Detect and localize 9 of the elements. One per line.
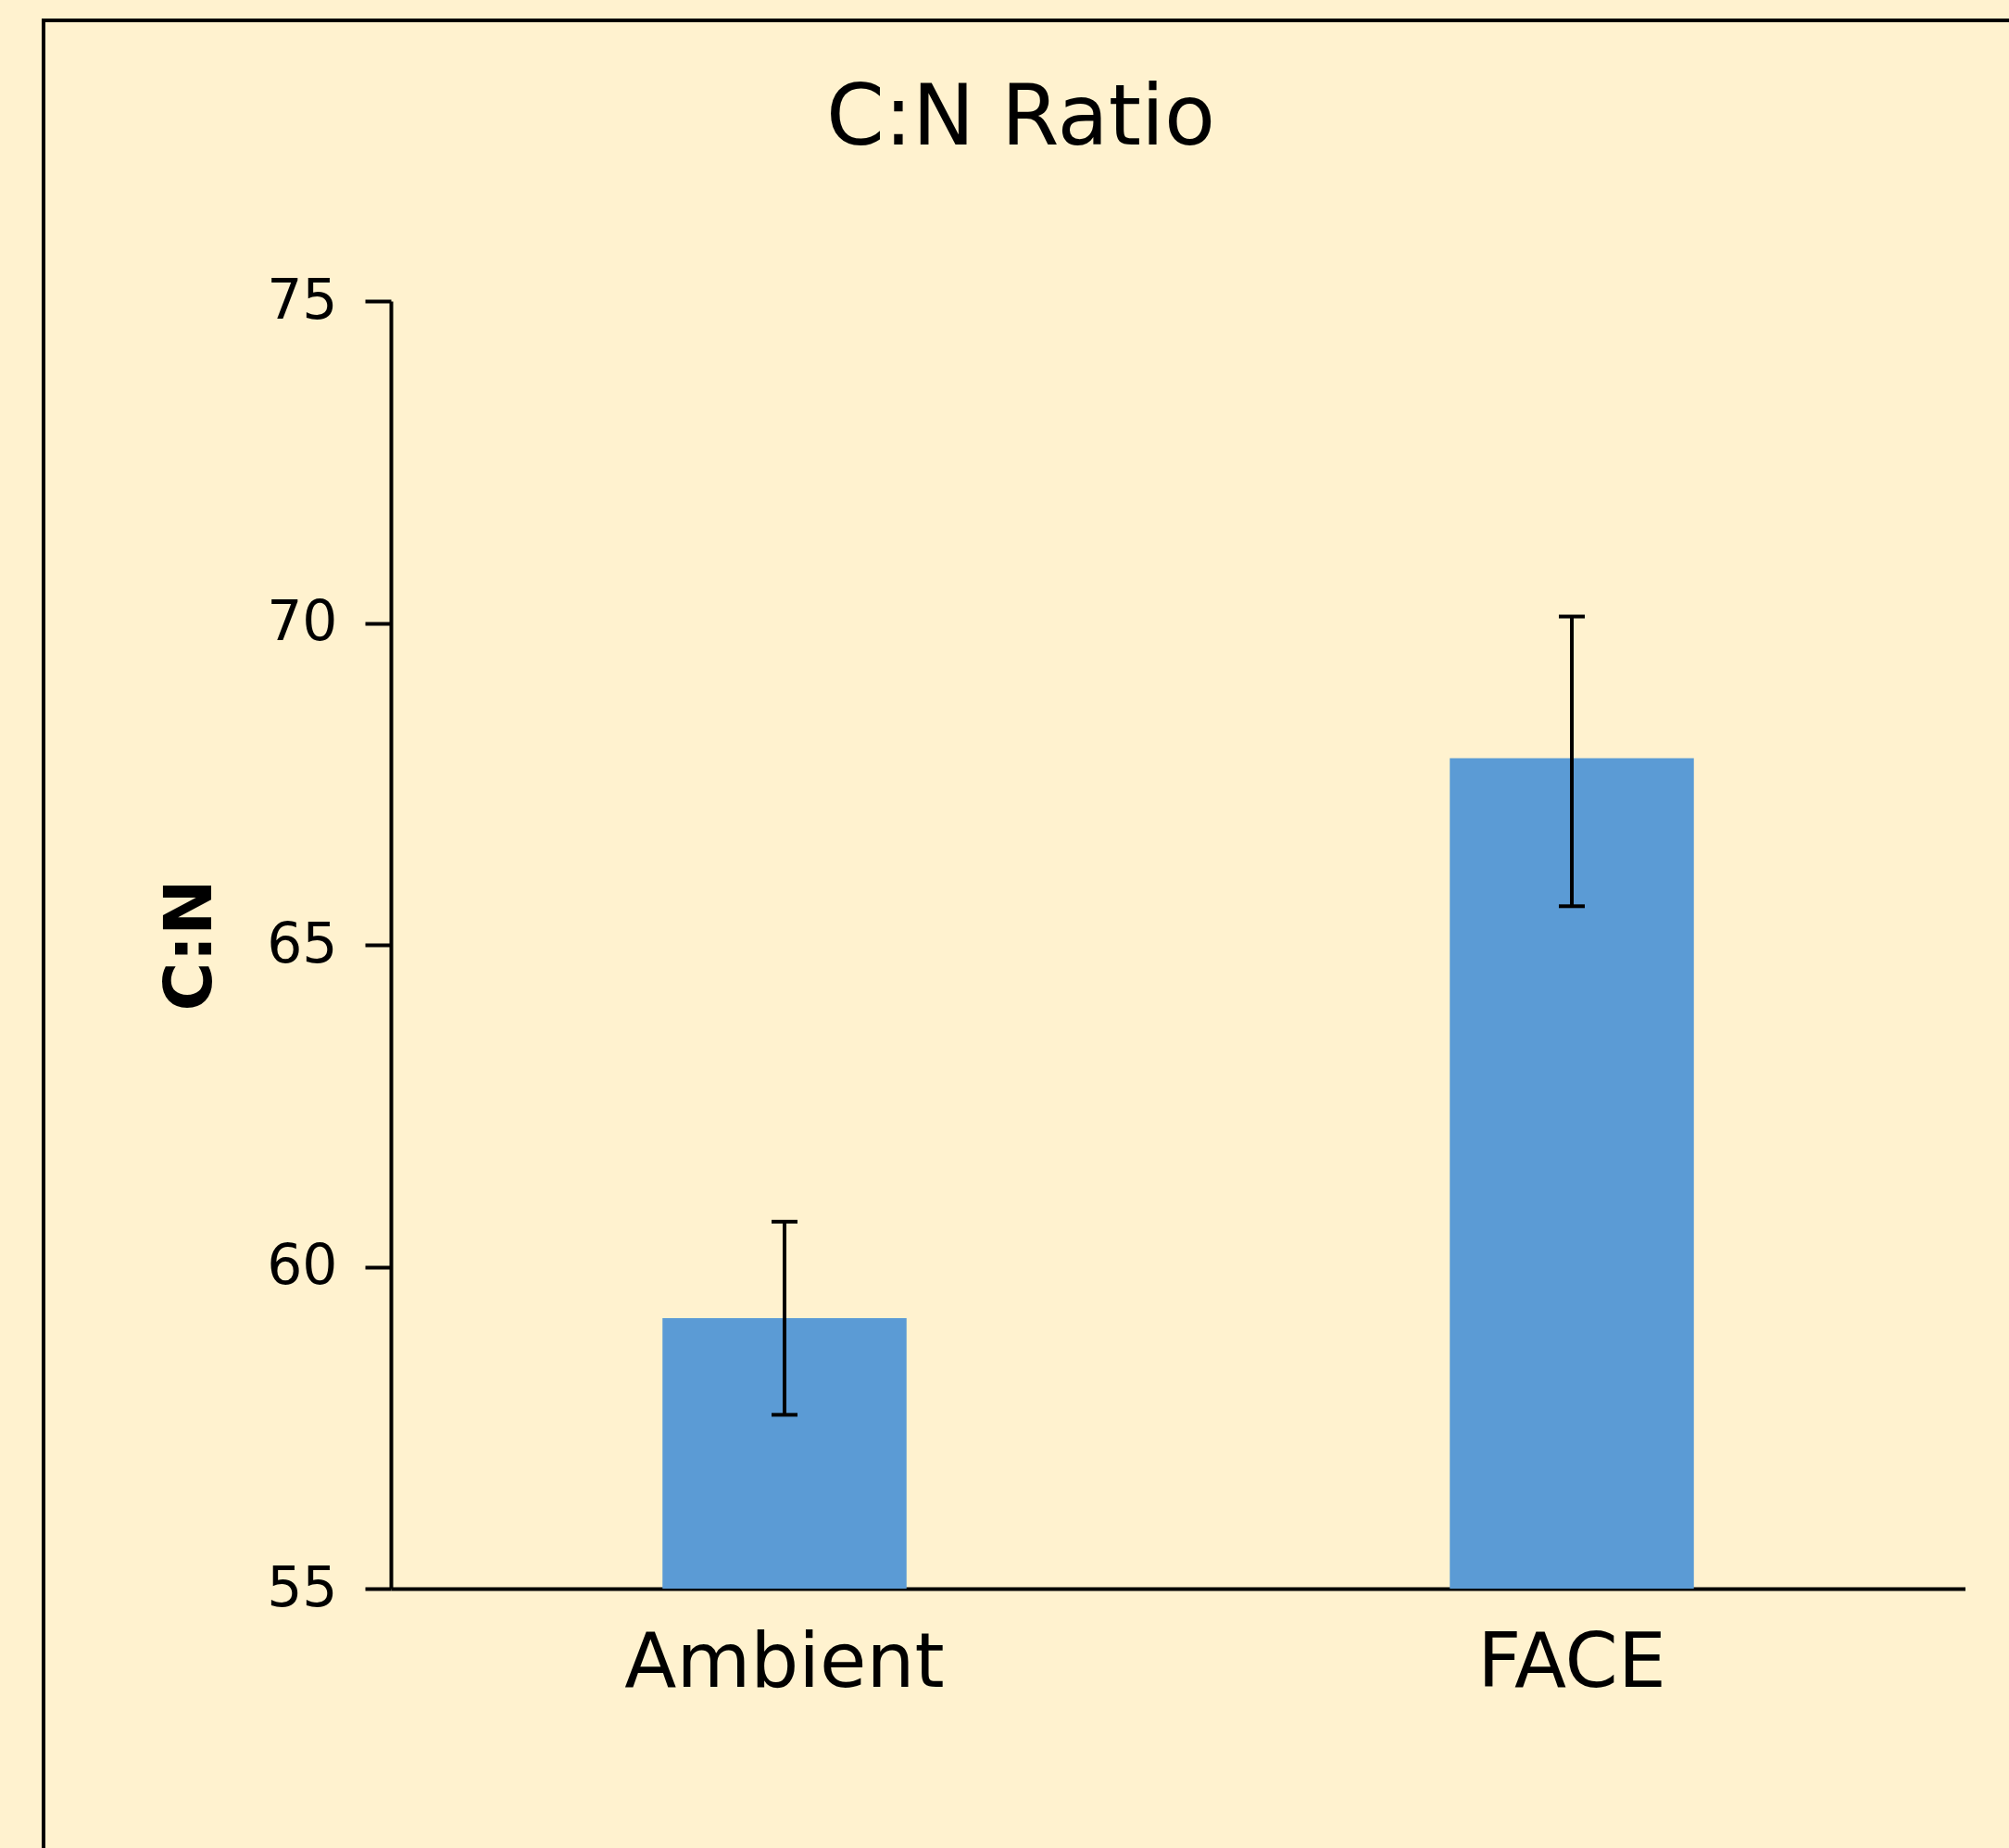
y-tick-label: 70 — [267, 588, 338, 653]
y-tick-label: 60 — [267, 1232, 338, 1297]
x-tick-label: Ambient — [624, 1615, 945, 1704]
y-axis-title: C:N — [149, 879, 228, 1012]
x-tick-label: FACE — [1477, 1615, 1666, 1704]
y-tick-label: 55 — [267, 1553, 338, 1619]
chart-title: C:N Ratio — [825, 67, 1216, 164]
y-tick-label: 75 — [267, 266, 338, 332]
y-tick-label: 65 — [267, 910, 338, 975]
